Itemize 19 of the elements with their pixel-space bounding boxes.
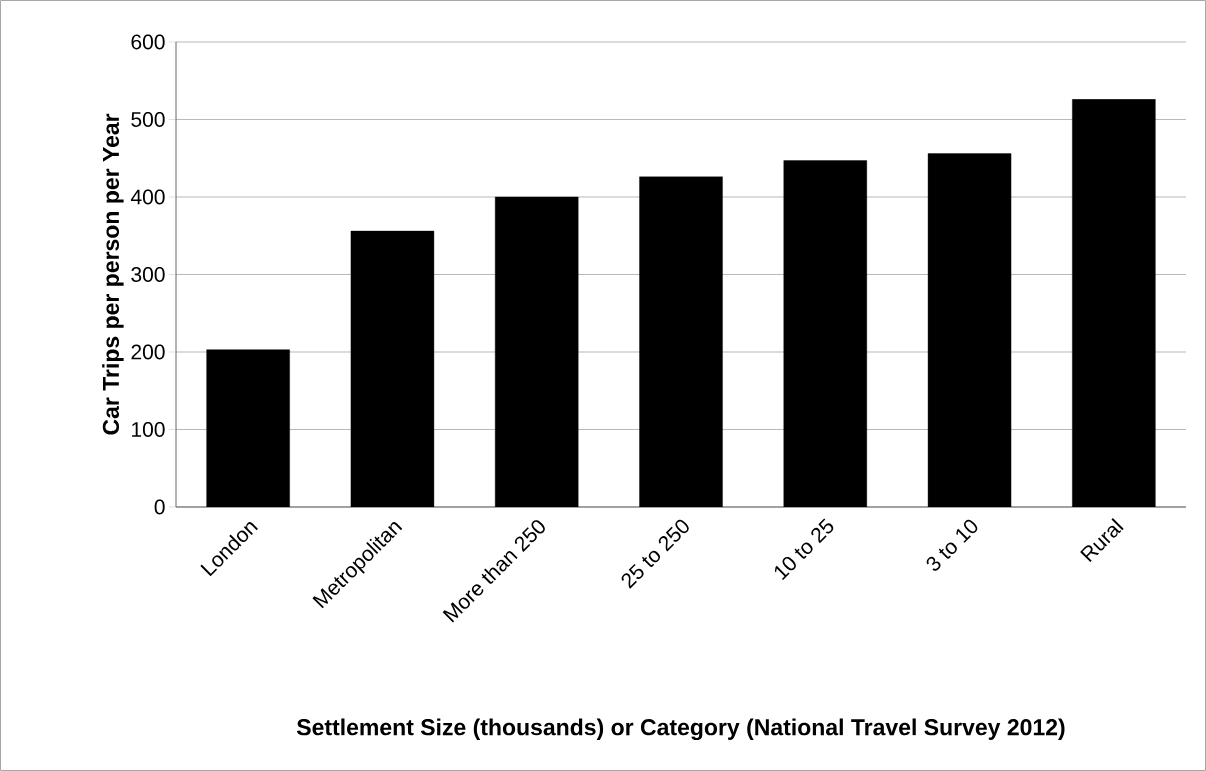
bar: [495, 196, 579, 507]
y-tick-label: 0: [154, 499, 165, 515]
y-tick-label: 600: [131, 34, 165, 50]
bar: [783, 160, 867, 507]
y-tick-label: 400: [130, 189, 165, 205]
y-tick-label: 100: [132, 422, 165, 437]
x-axis-title: Settlement Size (thousands) or Category (National Travel Survey 2012): [296, 718, 1065, 741]
x-tick-label: 25 to 250: [621, 519, 689, 589]
bar: [206, 349, 290, 507]
bar: [350, 230, 435, 507]
y-tick-label: 200: [131, 344, 165, 360]
x-tick-label: 10 to 25: [774, 518, 834, 581]
x-tick-label: 3 to 10: [926, 519, 978, 571]
bar: [927, 153, 1012, 507]
bar: [1072, 99, 1156, 507]
y-tick-label: 500: [131, 112, 165, 127]
bar: [639, 176, 723, 507]
y-axis-title: Car Trips per person per Year: [102, 113, 124, 435]
y-tick-label: 300: [131, 267, 165, 282]
